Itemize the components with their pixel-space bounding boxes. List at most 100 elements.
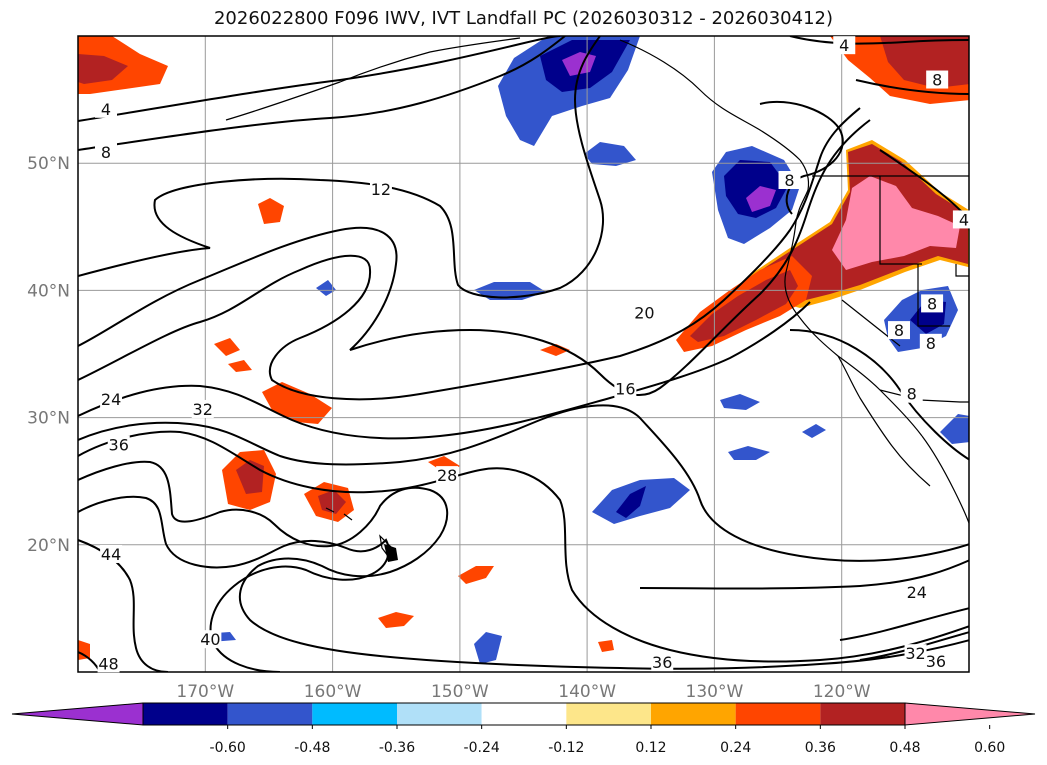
contour-label: 36	[109, 436, 129, 455]
contour-label: 8	[101, 143, 111, 162]
shade-small-neg-4	[720, 394, 760, 410]
contour-label-bg	[905, 583, 928, 602]
colorbar-segment	[481, 703, 567, 725]
x-tick-label: 170°W	[176, 682, 234, 702]
shade-vancouver-navy	[724, 160, 788, 218]
shade-subtrop-orange-6	[540, 344, 570, 356]
border-az	[917, 264, 950, 327]
colorbar-segment	[651, 703, 736, 725]
coast-alaska-arc	[225, 37, 521, 121]
shade-vancouver-purple	[746, 186, 776, 212]
colorbar-segment	[566, 703, 651, 725]
contour-label-bg	[904, 644, 927, 663]
contour-label: 40	[200, 630, 220, 649]
shade-subtrop-orange-8	[378, 612, 414, 628]
shaded-layer	[78, 36, 969, 664]
contour-label: 36	[652, 653, 672, 672]
contour-4-inland	[879, 149, 969, 237]
contour-label: 32	[905, 644, 925, 663]
x-tick-label: 120°W	[813, 682, 871, 702]
contour-4	[78, 36, 561, 122]
contour-label-bg	[614, 379, 637, 398]
contour-label-bg	[887, 321, 910, 340]
contour-label: 8	[932, 71, 942, 90]
contour-label-bg	[199, 630, 222, 649]
contour-20	[78, 107, 861, 401]
contour-24	[78, 301, 811, 440]
contour-label: 20	[634, 303, 654, 322]
shade-hawaii-red	[318, 490, 346, 514]
contour-16	[78, 119, 871, 397]
chart-title: 2026022800 F096 IWV, IVT Landfall PC (20…	[213, 8, 834, 29]
contour-label-bg	[921, 294, 944, 313]
contour-label-bg	[833, 36, 856, 55]
shade-subtrop-orange-4	[258, 198, 284, 224]
colorbar-tick-label: 0.48	[889, 740, 920, 756]
contour-label-bg	[95, 143, 118, 162]
contour-label-bg	[651, 653, 674, 672]
shade-small-neg-1	[584, 142, 636, 166]
colorbar-segment	[143, 703, 228, 725]
contour-label: 8	[926, 334, 936, 353]
contour-label: 32	[193, 400, 213, 419]
y-tick-label: 20°N	[27, 536, 70, 556]
colorbar-extend-max	[904, 702, 1036, 726]
x-tick-label: 150°W	[431, 682, 489, 702]
coast-alaska-panhandle	[619, 39, 801, 161]
contour-label: 16	[615, 380, 635, 399]
colorbar-tick-label: 0.36	[805, 740, 836, 756]
contour-label-bg	[97, 654, 120, 673]
shade-offshore-ca-red	[690, 270, 798, 342]
contour-36	[78, 460, 969, 670]
contour-label-bg	[952, 210, 975, 229]
colorbar: -0.60 -0.48 -0.36 -0.24 -0.12 0.12 0.24 0.36 0.4…	[11, 702, 1036, 756]
contour-label: 4	[959, 210, 969, 229]
contour-label-bg	[107, 435, 130, 454]
contour-label-bg	[436, 466, 459, 485]
contour-label-bg	[95, 99, 118, 118]
hawaii-big-island	[384, 544, 398, 562]
shade-subtrop-orange-10	[78, 640, 90, 660]
shade-western-us-pink	[832, 176, 960, 270]
colorbar-segment	[820, 703, 905, 725]
colorbar-tick-label: -0.36	[379, 740, 415, 756]
contour-24-south	[639, 559, 969, 590]
contour-label-bg	[633, 303, 656, 322]
axis-tick-labels: 170°W 160°W 150°W 140°W 130°W 120°W 20°N 30°N 40…	[27, 154, 871, 702]
coast-baja	[837, 355, 931, 487]
shade-subtrop-orange-3	[228, 360, 252, 372]
x-tick-label: 140°W	[558, 682, 616, 702]
colorbar-tick-label: 0.60	[974, 740, 1005, 756]
coast-mexico-mainland	[921, 435, 969, 525]
contour-label-bg	[100, 389, 123, 408]
contour-label: 8	[907, 385, 917, 404]
contour-4-east	[789, 36, 969, 45]
contour-label: 48	[98, 654, 118, 673]
contour-label-bg	[191, 399, 214, 418]
y-tick-label: 30°N	[27, 409, 70, 429]
colorbar-segment	[227, 703, 313, 725]
colorbar-extend-min	[11, 702, 144, 726]
contour-label-bg	[924, 651, 947, 670]
colorbar-tick-label: -0.48	[294, 740, 330, 756]
contour-label-bg	[100, 544, 123, 563]
shade-subtrop-orange-2	[214, 338, 240, 356]
shade-subtrop-orange-9	[598, 640, 614, 652]
colorbar-tick-label: -0.12	[548, 740, 584, 756]
colorbar-segment	[735, 703, 821, 725]
contour-label-bg	[778, 171, 801, 190]
shade-central-pacific-navy	[616, 486, 646, 518]
contour-32	[78, 430, 969, 663]
contour-label: 24	[907, 583, 927, 602]
contour-label: 36	[926, 652, 946, 671]
contour-32-south	[839, 607, 969, 641]
colorbar-tick-label: -0.24	[464, 740, 500, 756]
colorbar-frame	[142, 702, 906, 726]
shade-small-neg-7	[474, 632, 502, 664]
y-tick-label: 50°N	[27, 154, 70, 174]
shade-small-neg-3	[316, 280, 336, 296]
contour-44	[78, 539, 169, 672]
contour-label-bg	[900, 384, 923, 403]
